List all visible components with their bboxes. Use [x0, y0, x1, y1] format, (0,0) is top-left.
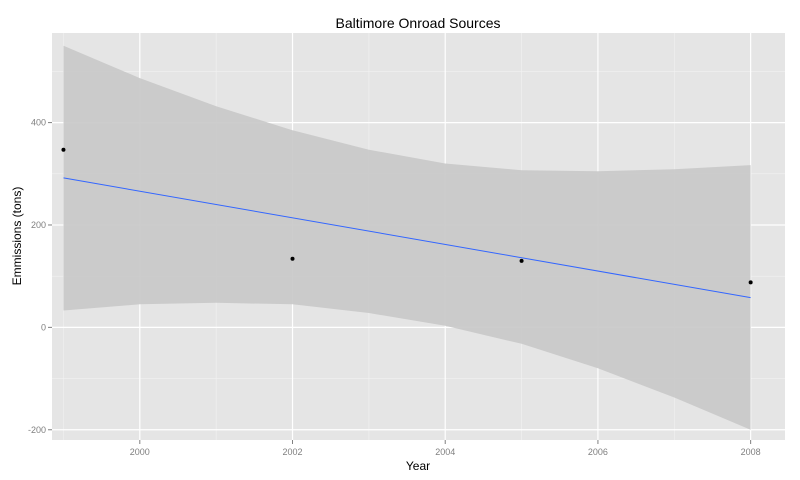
x-tick-label: 2002: [283, 447, 303, 457]
y-tick-label: 200: [31, 220, 46, 230]
y-tick-label: 400: [31, 118, 46, 128]
data-point: [61, 147, 66, 152]
y-axis-ticks: -200 0 200 400: [28, 118, 52, 435]
x-tick-label: 2004: [435, 447, 455, 457]
x-tick-label: 2008: [741, 447, 761, 457]
trend-line: [63, 177, 751, 299]
y-axis-label: Emmissions (tons): [10, 187, 24, 286]
data-point: [748, 280, 753, 285]
data-point: [519, 258, 524, 263]
y-tick-label: 0: [41, 322, 46, 332]
y-tick-label: -200: [28, 425, 46, 435]
data-points: [61, 147, 753, 285]
x-tick-label: 2006: [588, 447, 608, 457]
x-axis-label: Year: [406, 459, 430, 473]
data-point: [290, 256, 295, 261]
x-axis-ticks: 2000 2002 2004 2006 2008: [130, 440, 761, 457]
chart-title: Baltimore Onroad Sources: [336, 15, 501, 31]
x-tick-label: 2000: [130, 447, 150, 457]
